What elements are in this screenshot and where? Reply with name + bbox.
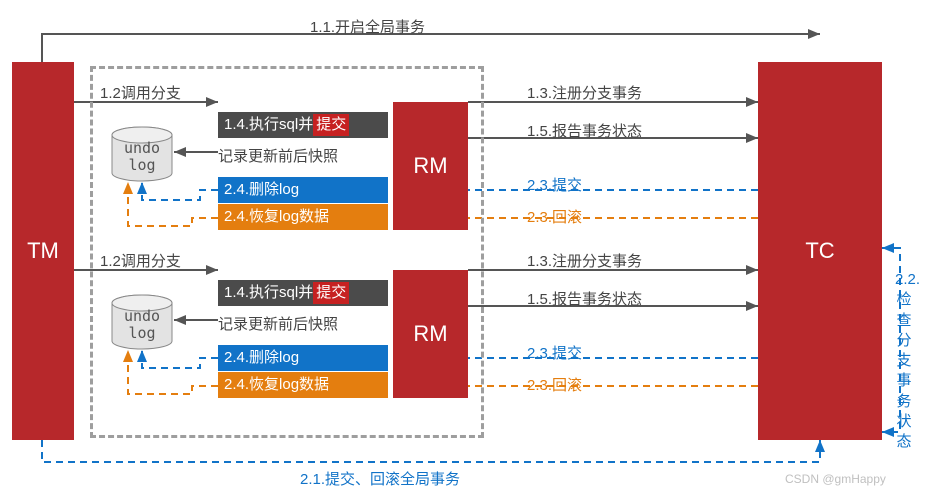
tc-block: TC: [758, 62, 882, 440]
label-call-branch-2: 1.2调用分支: [100, 250, 181, 271]
rm2-label: RM: [413, 321, 447, 347]
undo-log-db-2: undolog: [110, 294, 174, 350]
rm1-label: RM: [413, 153, 447, 179]
step-snapshot-1: 记录更新前后快照: [218, 145, 338, 166]
step-delete-log-1: 2.4.删除log: [218, 177, 388, 203]
step-execute-sql-2: 1.4.执行sql并提交: [218, 280, 388, 306]
db2-label-1: undo: [124, 307, 160, 325]
db2-label-2: log: [128, 324, 155, 342]
label-commit-1: 2.3.提交: [527, 174, 582, 195]
label-report-status-2: 1.5.报告事务状态: [527, 288, 642, 309]
label-rollback-2: 2.3.回滚: [527, 374, 582, 395]
label-call-branch-1: 1.2调用分支: [100, 82, 181, 103]
db1-label-1: undo: [124, 139, 160, 157]
db1-label-2: log: [128, 156, 155, 174]
tm-block: TM: [12, 62, 74, 440]
label-check-branch-status: 2.2.检查分支事务状态: [895, 270, 913, 452]
tc-label: TC: [805, 238, 834, 264]
step-sql-2-badge: 提交: [313, 282, 349, 304]
step-sql-2-text: 1.4.执行sql并: [224, 284, 313, 301]
watermark: CSDN @gmHappy: [785, 472, 886, 486]
rm-block-2: RM: [393, 270, 468, 398]
label-register-branch-1: 1.3.注册分支事务: [527, 82, 642, 103]
rm-block-1: RM: [393, 102, 468, 230]
tm-label: TM: [27, 238, 59, 264]
step-restore-log-1: 2.4.恢复log数据: [218, 204, 388, 230]
step-execute-sql-1: 1.4.执行sql并提交: [218, 112, 388, 138]
step-restore-log-2: 2.4.恢复log数据: [218, 372, 388, 398]
step-sql-1-text: 1.4.执行sql并: [224, 116, 313, 133]
label-report-status-1: 1.5.报告事务状态: [527, 120, 642, 141]
label-register-branch-2: 1.3.注册分支事务: [527, 250, 642, 271]
label-commit-rollback-global: 2.1.提交、回滚全局事务: [300, 468, 460, 489]
label-open-global-tx: 1.1.开启全局事务: [310, 16, 425, 37]
step-snapshot-2: 记录更新前后快照: [218, 313, 338, 334]
undo-log-db-1: undolog: [110, 126, 174, 182]
step-delete-log-2: 2.4.删除log: [218, 345, 388, 371]
label-commit-2: 2.3.提交: [527, 342, 582, 363]
step-sql-1-badge: 提交: [313, 114, 349, 136]
label-rollback-1: 2.3.回滚: [527, 206, 582, 227]
